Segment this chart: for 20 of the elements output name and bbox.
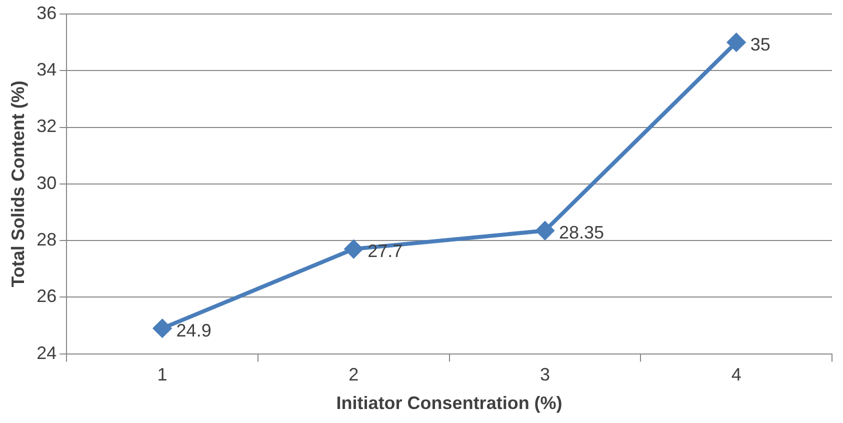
y-tick-label: 34 <box>36 60 57 80</box>
data-label: 24.9 <box>176 320 212 340</box>
point <box>536 222 554 240</box>
y-tick-label: 30 <box>36 172 57 193</box>
point <box>153 319 172 338</box>
y-axis-title: Total Solids Content (%) <box>8 80 28 288</box>
y-tick-label: 26 <box>36 286 57 306</box>
y-tick-label: 24 <box>36 342 57 363</box>
x-tick-label: 2 <box>348 364 359 385</box>
point <box>344 240 363 258</box>
data-label: 28.35 <box>558 222 604 243</box>
x-tick-label: 1 <box>157 364 168 385</box>
y-tick-label: 32 <box>36 116 57 136</box>
data-label: 35 <box>750 34 770 54</box>
x-tick-label: 4 <box>731 364 742 385</box>
y-tick-label: 36 <box>36 2 57 23</box>
y-tick-label: 28 <box>36 230 57 250</box>
x-tick-label: 3 <box>540 364 550 385</box>
x-axis-title: Initiator Consentration (%) <box>336 393 562 414</box>
point <box>727 33 746 52</box>
